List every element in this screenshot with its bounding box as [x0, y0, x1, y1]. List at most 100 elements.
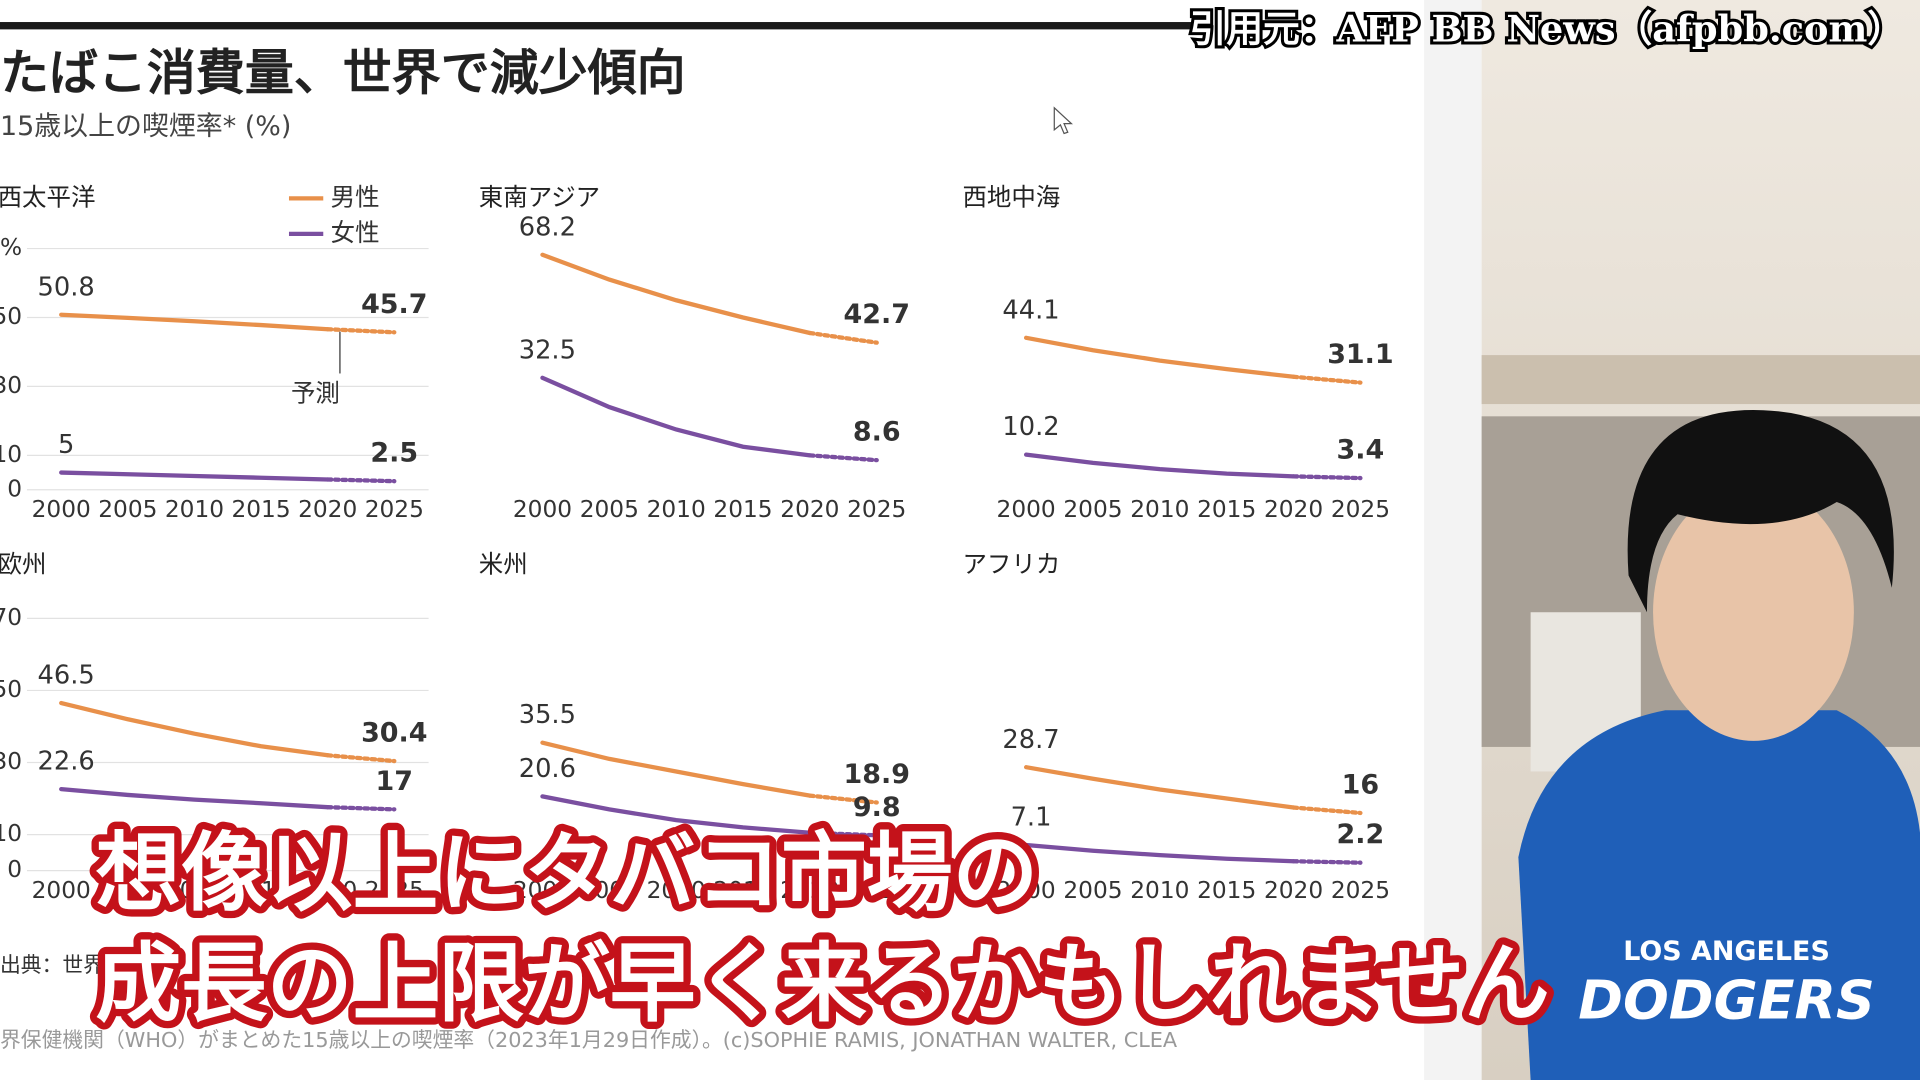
x-tick-label: 2025: [847, 496, 906, 523]
y-tick-label: 10: [0, 441, 22, 468]
x-tick-label: 2020: [298, 877, 357, 904]
x-tick-label: 2010: [165, 496, 224, 523]
data-label: 2.5: [370, 438, 418, 469]
panel-title: 欧州: [0, 550, 46, 579]
y-tick-label: 0: [7, 475, 22, 502]
forecast-line: [807, 830, 879, 838]
data-label: 22.6: [38, 747, 95, 777]
source-credit: 引用元：AFP BB News（afpbb.com）: [1190, 7, 1904, 50]
x-tick-label: 2010: [1130, 496, 1189, 523]
caption-line: 想像以上にタバコ市場の: [96, 824, 1039, 924]
forecast-line: [1291, 374, 1363, 385]
legend-label: 男性: [331, 182, 380, 211]
x-tick-label: 2025: [1331, 877, 1390, 904]
forecast-line: [1291, 859, 1363, 865]
data-label: 5: [58, 430, 74, 460]
forecast-line: [807, 453, 879, 463]
panel-title: アフリカ: [962, 550, 1060, 579]
x-tick-label: 2015: [1197, 496, 1256, 523]
data-label: 30.4: [361, 718, 427, 749]
x-tick-label: 2010: [1130, 877, 1189, 904]
forecast-line: [807, 330, 879, 345]
x-tick-label: 2015: [1197, 877, 1256, 904]
svg-text:DODGERS: DODGERS: [1578, 969, 1874, 1032]
data-label: 28.7: [1002, 725, 1059, 755]
x-tick-label: 2020: [1264, 877, 1323, 904]
forecast-line: [325, 805, 397, 812]
x-tick-label: 2015: [231, 877, 290, 904]
data-label: 35.5: [519, 700, 576, 730]
data-label: 32.5: [519, 335, 576, 365]
data-label: 3.4: [1337, 435, 1385, 466]
forecast-line: [1291, 805, 1363, 816]
x-tick-label: 2020: [1264, 496, 1323, 523]
series-line: [540, 794, 813, 835]
x-tick-label: 2015: [713, 877, 772, 904]
footer-line: 出典：世界: [0, 953, 104, 977]
y-tick-label: 30: [0, 372, 22, 399]
panel-title: 米州: [479, 550, 528, 579]
panel-title: 西地中海: [962, 182, 1060, 211]
x-tick-label: 2010: [647, 496, 706, 523]
svg-text:LOS ANGELES: LOS ANGELES: [1623, 936, 1830, 967]
series-line: [1023, 765, 1296, 810]
x-tick-label: 2025: [365, 496, 424, 523]
data-label: 2.2: [1337, 819, 1385, 850]
top-rule: [0, 22, 1200, 30]
forecast-line: [325, 753, 397, 764]
data-label: 46.5: [38, 661, 95, 691]
y-tick-label: 50: [0, 676, 22, 703]
x-tick-label: 2000: [997, 496, 1056, 523]
caption-line: 成長の上限が早く来るかもしれません: [96, 934, 1550, 1034]
data-label: 10.2: [1002, 412, 1059, 442]
chart-subtitle: 15歳以上の喫煙率* (%): [0, 111, 291, 142]
series-line: [59, 700, 330, 758]
x-tick-label: 2005: [580, 877, 639, 904]
data-label: 17: [376, 766, 413, 797]
data-label: 20.6: [519, 754, 576, 784]
x-tick-label: 2015: [713, 496, 772, 523]
x-tick-label: 2020: [298, 496, 357, 523]
series-line: [1023, 842, 1296, 864]
forecast-line: [1291, 474, 1363, 481]
series-line: [540, 740, 813, 798]
x-tick-label: 2010: [647, 877, 706, 904]
page-edge: [1424, 0, 1482, 1080]
legend-label: 女性: [331, 218, 380, 247]
x-tick-label: 2000: [513, 877, 572, 904]
x-tick-label: 2025: [365, 877, 424, 904]
presenter-video: LOS ANGELES DODGERS: [1481, 0, 1920, 1080]
chart-background: [0, 0, 1482, 1080]
series-line: [1023, 335, 1296, 379]
data-label: 44.1: [1002, 295, 1059, 325]
series-line: [59, 787, 330, 810]
data-label: 8.6: [853, 417, 901, 448]
y-tick-label: 30: [0, 748, 22, 775]
x-tick-label: 2025: [1331, 496, 1390, 523]
x-tick-label: 2010: [165, 877, 224, 904]
data-label: 68.2: [519, 212, 576, 242]
data-label: 7.1: [1011, 803, 1052, 833]
chart-title: たばこ消費量、世界で減少傾向: [0, 44, 686, 101]
y-tick-label: 50: [0, 303, 22, 330]
data-label: 16: [1342, 770, 1379, 801]
charts: 西太平洋0103050%20002005201020152020202550.8…: [0, 182, 1394, 904]
y-tick-label: %: [0, 234, 22, 261]
series-line: [540, 375, 813, 458]
forecast-line: [325, 477, 397, 484]
y-tick-label: 70: [0, 604, 22, 631]
x-tick-label: 2020: [780, 877, 839, 904]
series-line: [540, 252, 813, 336]
data-label: 18.9: [844, 759, 910, 790]
x-tick-label: 2005: [1063, 496, 1122, 523]
x-tick-label: 2025: [847, 877, 906, 904]
series-line: [59, 470, 330, 482]
forecast-line: [807, 793, 879, 805]
x-tick-label: 2005: [580, 496, 639, 523]
series-line: [1023, 452, 1296, 479]
x-tick-label: 2000: [513, 496, 572, 523]
x-tick-label: 2000: [997, 877, 1056, 904]
x-tick-label: 2015: [231, 496, 290, 523]
